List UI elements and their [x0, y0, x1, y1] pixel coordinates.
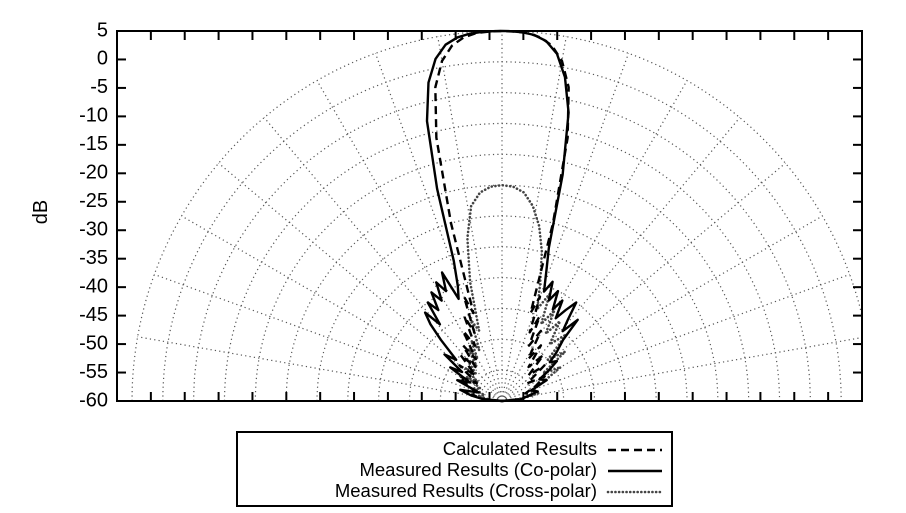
legend-label-calculated: Calculated Results: [443, 438, 597, 459]
grid-radial: [316, 80, 503, 402]
grid-radial: [437, 36, 503, 402]
y-tick-label: 0: [97, 48, 108, 70]
polar-grid: [131, 30, 864, 402]
y-tick-label: -55: [79, 361, 108, 383]
y-tick-label: -20: [79, 162, 108, 184]
y-tick-label: -50: [79, 332, 108, 354]
y-axis-label-group: dB: [30, 200, 52, 224]
grid-arc: [131, 30, 864, 402]
grid-radial: [501, 36, 567, 402]
y-tick-label: -60: [79, 389, 108, 411]
grid-radial: [501, 53, 630, 402]
grid-radial: [501, 117, 741, 402]
legend-box: [236, 431, 673, 507]
grid-radial: [501, 80, 688, 402]
legend: Calculated Results Measured Results (Co-…: [236, 431, 673, 507]
grid-arc: [285, 184, 719, 401]
series-line-measured-co-polar: [423, 29, 579, 403]
grid-arc: [162, 61, 842, 402]
y-axis-label: dB: [30, 200, 52, 224]
grid-radial: [181, 215, 503, 402]
y-tick-label: -40: [79, 275, 108, 297]
grid-radial: [501, 273, 850, 402]
y-tick-label: -25: [79, 190, 108, 212]
y-tick-label: -35: [79, 247, 108, 269]
grid-radial: [137, 336, 503, 402]
legend-label-co-polar: Measured Results (Co-polar): [359, 459, 597, 480]
y-tick-label: -5: [90, 76, 108, 98]
grid-radial: [263, 117, 503, 402]
y-tick-labels: 5 0 -5 -10 -15 -20 -25 -30 -35 -40 -45 -50 -55 -60: [79, 19, 108, 411]
series-layer: [423, 29, 579, 403]
y-tick-label: -10: [79, 105, 108, 127]
y-tick-label: 5: [97, 19, 108, 41]
grid-radial: [374, 53, 503, 402]
grid-radial: [154, 273, 503, 402]
y-tick-label: -45: [79, 304, 108, 326]
y-tick-label: -15: [79, 133, 108, 155]
grid-radial: [218, 162, 503, 402]
legend-label-cross-polar: Measured Results (Cross-polar): [335, 480, 597, 501]
y-tick-label: -30: [79, 219, 108, 241]
grid-arc: [223, 122, 781, 401]
grid-radial: [501, 336, 862, 402]
